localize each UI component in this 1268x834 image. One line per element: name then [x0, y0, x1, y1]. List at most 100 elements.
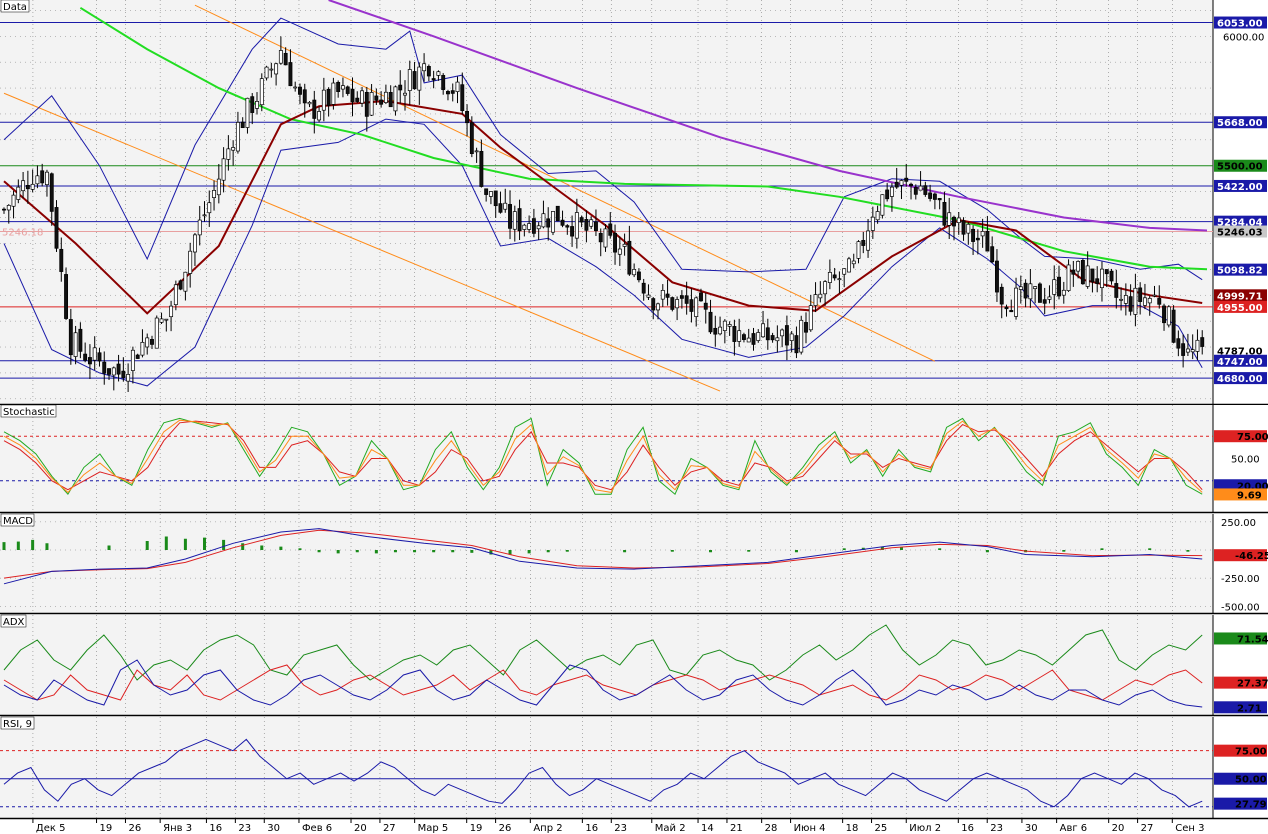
candle-body: [221, 158, 226, 181]
candle-body: [417, 66, 422, 91]
x-tick-label: Сен 3: [1175, 823, 1204, 834]
candle-body: [598, 232, 603, 243]
candle-body: [450, 90, 455, 94]
candle-body: [331, 82, 336, 105]
candle-body: [1166, 306, 1171, 326]
candle-body: [235, 122, 240, 152]
panel-bg: [0, 0, 1213, 404]
candle-body: [1090, 268, 1095, 283]
price-tag-label: 5668.00: [1217, 118, 1263, 129]
candle-body: [1085, 265, 1090, 287]
candle-body: [326, 88, 331, 106]
candle-body: [465, 110, 470, 124]
candle-body: [847, 258, 851, 273]
candle-body: [364, 91, 369, 117]
candle-body: [627, 240, 632, 275]
candle-body: [393, 86, 398, 112]
candle-body: [512, 211, 517, 230]
candle-body: [474, 150, 479, 153]
candle-body: [656, 303, 660, 311]
x-tick-label: Май 2: [655, 823, 686, 834]
candle-body: [240, 121, 245, 129]
panel-bg: [0, 615, 1213, 715]
x-tick-label: 19: [470, 823, 483, 834]
candle-body: [150, 339, 154, 345]
candle-body: [617, 248, 622, 255]
macd-bar: [623, 550, 627, 553]
candle-body: [1176, 338, 1181, 349]
candle-body: [1100, 268, 1104, 289]
macd-bar: [985, 550, 989, 553]
sma-long: [328, 0, 1208, 232]
candle-body: [92, 347, 97, 361]
candle-body: [460, 84, 465, 111]
price-tag: [1214, 289, 1267, 302]
candle-body: [937, 198, 942, 201]
candle-body: [713, 327, 718, 335]
axis-bg: [1213, 615, 1268, 715]
x-tick-label: 19: [100, 823, 113, 834]
candle-body: [121, 370, 126, 378]
candle-body: [699, 292, 703, 302]
macd-bar: [374, 550, 378, 554]
candle-body: [2, 208, 6, 211]
candle-body: [45, 171, 49, 186]
candle-body: [178, 280, 183, 290]
price-tag: [1214, 344, 1267, 357]
price-tag-label: 4787.00: [1217, 346, 1263, 357]
candle-body: [632, 268, 637, 276]
candle-body: [130, 349, 135, 371]
candle-body: [1123, 295, 1128, 304]
candle-body: [1061, 289, 1066, 296]
candle-body: [1200, 337, 1205, 347]
candle-body: [1066, 264, 1071, 291]
macd-bar: [393, 550, 397, 553]
candle-body: [302, 89, 307, 104]
price-tag: [1214, 225, 1267, 238]
candle-body: [899, 180, 904, 186]
candle-body: [1171, 309, 1176, 343]
candle-body: [508, 204, 512, 229]
x-tick-label: 21: [730, 823, 743, 834]
candle-body: [923, 185, 928, 195]
candle-body: [78, 328, 83, 352]
candle-body: [665, 293, 670, 298]
rsi-line: [3, 738, 1203, 808]
candle-body: [1138, 287, 1143, 302]
candle-body: [336, 81, 341, 92]
candle-body: [1004, 306, 1009, 310]
candle-body: [560, 219, 565, 226]
macd-bar: [451, 550, 455, 553]
candle-body: [775, 337, 780, 342]
candle-body: [1185, 348, 1190, 353]
candle-body: [1190, 349, 1195, 353]
candle-body: [216, 178, 221, 196]
adx-panel-title: ADX: [3, 617, 25, 628]
x-tick-label: 25: [875, 823, 888, 834]
candle-body: [455, 81, 460, 92]
x-tick-label: 16: [961, 823, 974, 834]
candle-body: [794, 335, 799, 354]
sma-mid: [79, 6, 1208, 271]
candle-body: [813, 294, 818, 306]
candle-body: [188, 250, 193, 274]
candle-body: [1157, 298, 1162, 305]
candle-body: [30, 183, 35, 190]
candle-body: [488, 191, 493, 197]
candle-body: [866, 230, 871, 251]
candle-body: [651, 298, 656, 311]
x-tick-label: Мар 5: [418, 823, 449, 834]
candle-body: [961, 220, 966, 235]
candle-body: [97, 352, 102, 362]
candle-body: [1071, 269, 1076, 275]
candle-body: [684, 295, 689, 304]
candle-body: [971, 228, 976, 242]
candle-body: [111, 367, 116, 376]
x-tick-label: 30: [1025, 823, 1038, 834]
candle-body: [741, 334, 746, 340]
x-tick-label: 14: [701, 823, 714, 834]
candle-body: [727, 324, 732, 327]
candle-body: [59, 248, 64, 272]
price-tag-label: 4999.71: [1217, 291, 1263, 302]
